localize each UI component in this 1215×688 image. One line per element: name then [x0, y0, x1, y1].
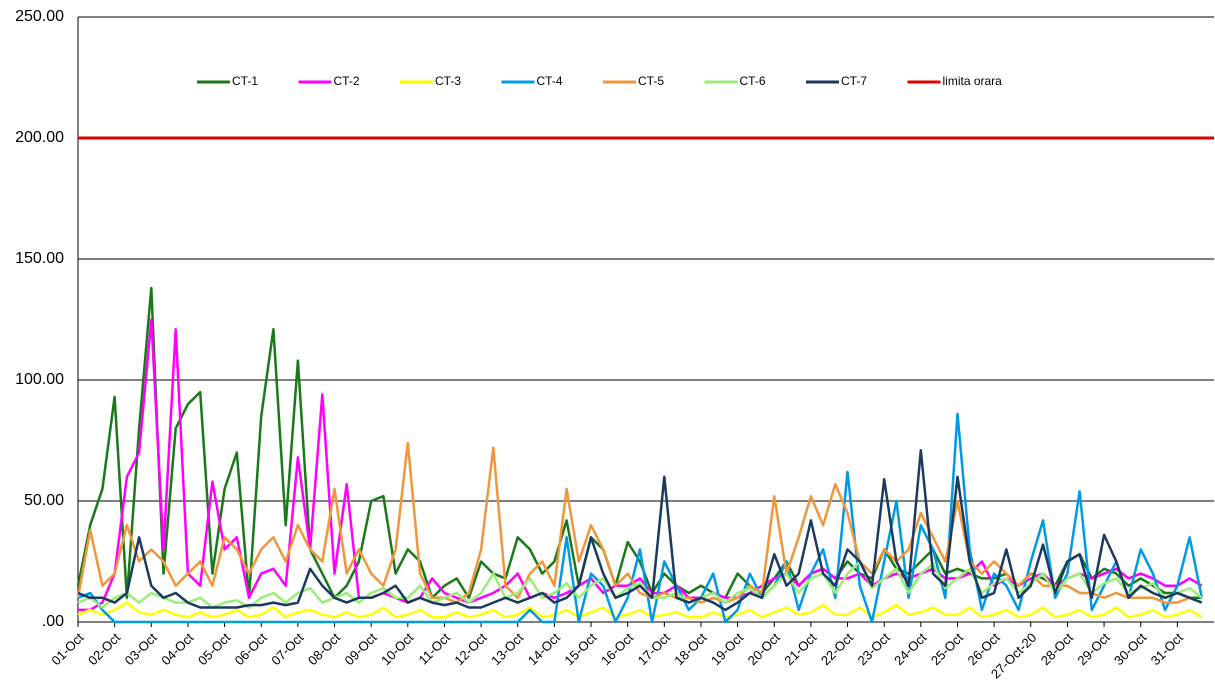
legend-label: limita orara: [943, 74, 1003, 88]
x-tick-label: 07-Oct: [268, 630, 306, 668]
x-tick-label: 24-Oct: [891, 630, 929, 668]
x-tick-label: 08-Oct: [305, 630, 343, 668]
x-tick-label: 17-Oct: [635, 630, 673, 668]
x-tick-label: 19-Oct: [708, 630, 746, 668]
y-tick-label: .00: [42, 613, 64, 630]
x-tick-label: 15-Oct: [561, 630, 599, 668]
x-tick-label: 30-Oct: [1111, 630, 1149, 668]
series-line: [77, 560, 1203, 609]
legend-label: CT-3: [435, 74, 461, 88]
x-tick-label: 21-Oct: [781, 630, 819, 668]
y-tick-label: 250.00: [15, 8, 64, 25]
y-tick-label: 200.00: [15, 129, 64, 146]
legend-label: CT-1: [232, 74, 258, 88]
x-tick-label: 16-Oct: [598, 630, 636, 668]
legend-label: CT-5: [638, 74, 664, 88]
legend-label: CT-4: [537, 74, 563, 88]
y-tick-label: 100.00: [15, 371, 64, 388]
x-tick-label: 29-Oct: [1074, 630, 1112, 668]
x-tick-label: 13-Oct: [488, 630, 526, 668]
legend-label: CT-7: [841, 74, 867, 88]
series-line: [77, 601, 1203, 619]
x-tick-label: 09-Oct: [342, 630, 380, 668]
x-tick-label: 23-Oct: [855, 630, 893, 668]
legend-label: CT-6: [740, 74, 766, 88]
x-tick-label: 31-Oct: [1148, 630, 1186, 668]
x-tick-label: 03-Oct: [122, 630, 160, 668]
series-line: [77, 448, 1203, 612]
x-tick-label: 01-Oct: [48, 630, 86, 668]
x-tick-label: 02-Oct: [85, 630, 123, 668]
x-tick-label: 11-Oct: [415, 630, 453, 668]
x-tick-label: 25-Oct: [928, 630, 966, 668]
x-tick-label: 12-Oct: [451, 630, 489, 668]
y-tick-label: 150.00: [15, 250, 64, 267]
x-tick-label: 18-Oct: [671, 630, 709, 668]
legend-label: CT-2: [334, 74, 360, 88]
series-line: [77, 412, 1204, 624]
y-tick-label: 50.00: [24, 492, 64, 509]
x-tick-label: 22-Oct: [818, 630, 856, 668]
x-tick-label: 20-Oct: [745, 630, 783, 668]
x-tick-label: 14-Oct: [525, 630, 563, 668]
x-tick-label: 10-Oct: [378, 630, 416, 668]
x-tick-label: 05-Oct: [195, 630, 233, 668]
x-tick-label: 06-Oct: [232, 630, 270, 668]
x-tick-label: 04-Oct: [158, 630, 196, 668]
x-tick-label: 28-Oct: [1038, 630, 1076, 668]
